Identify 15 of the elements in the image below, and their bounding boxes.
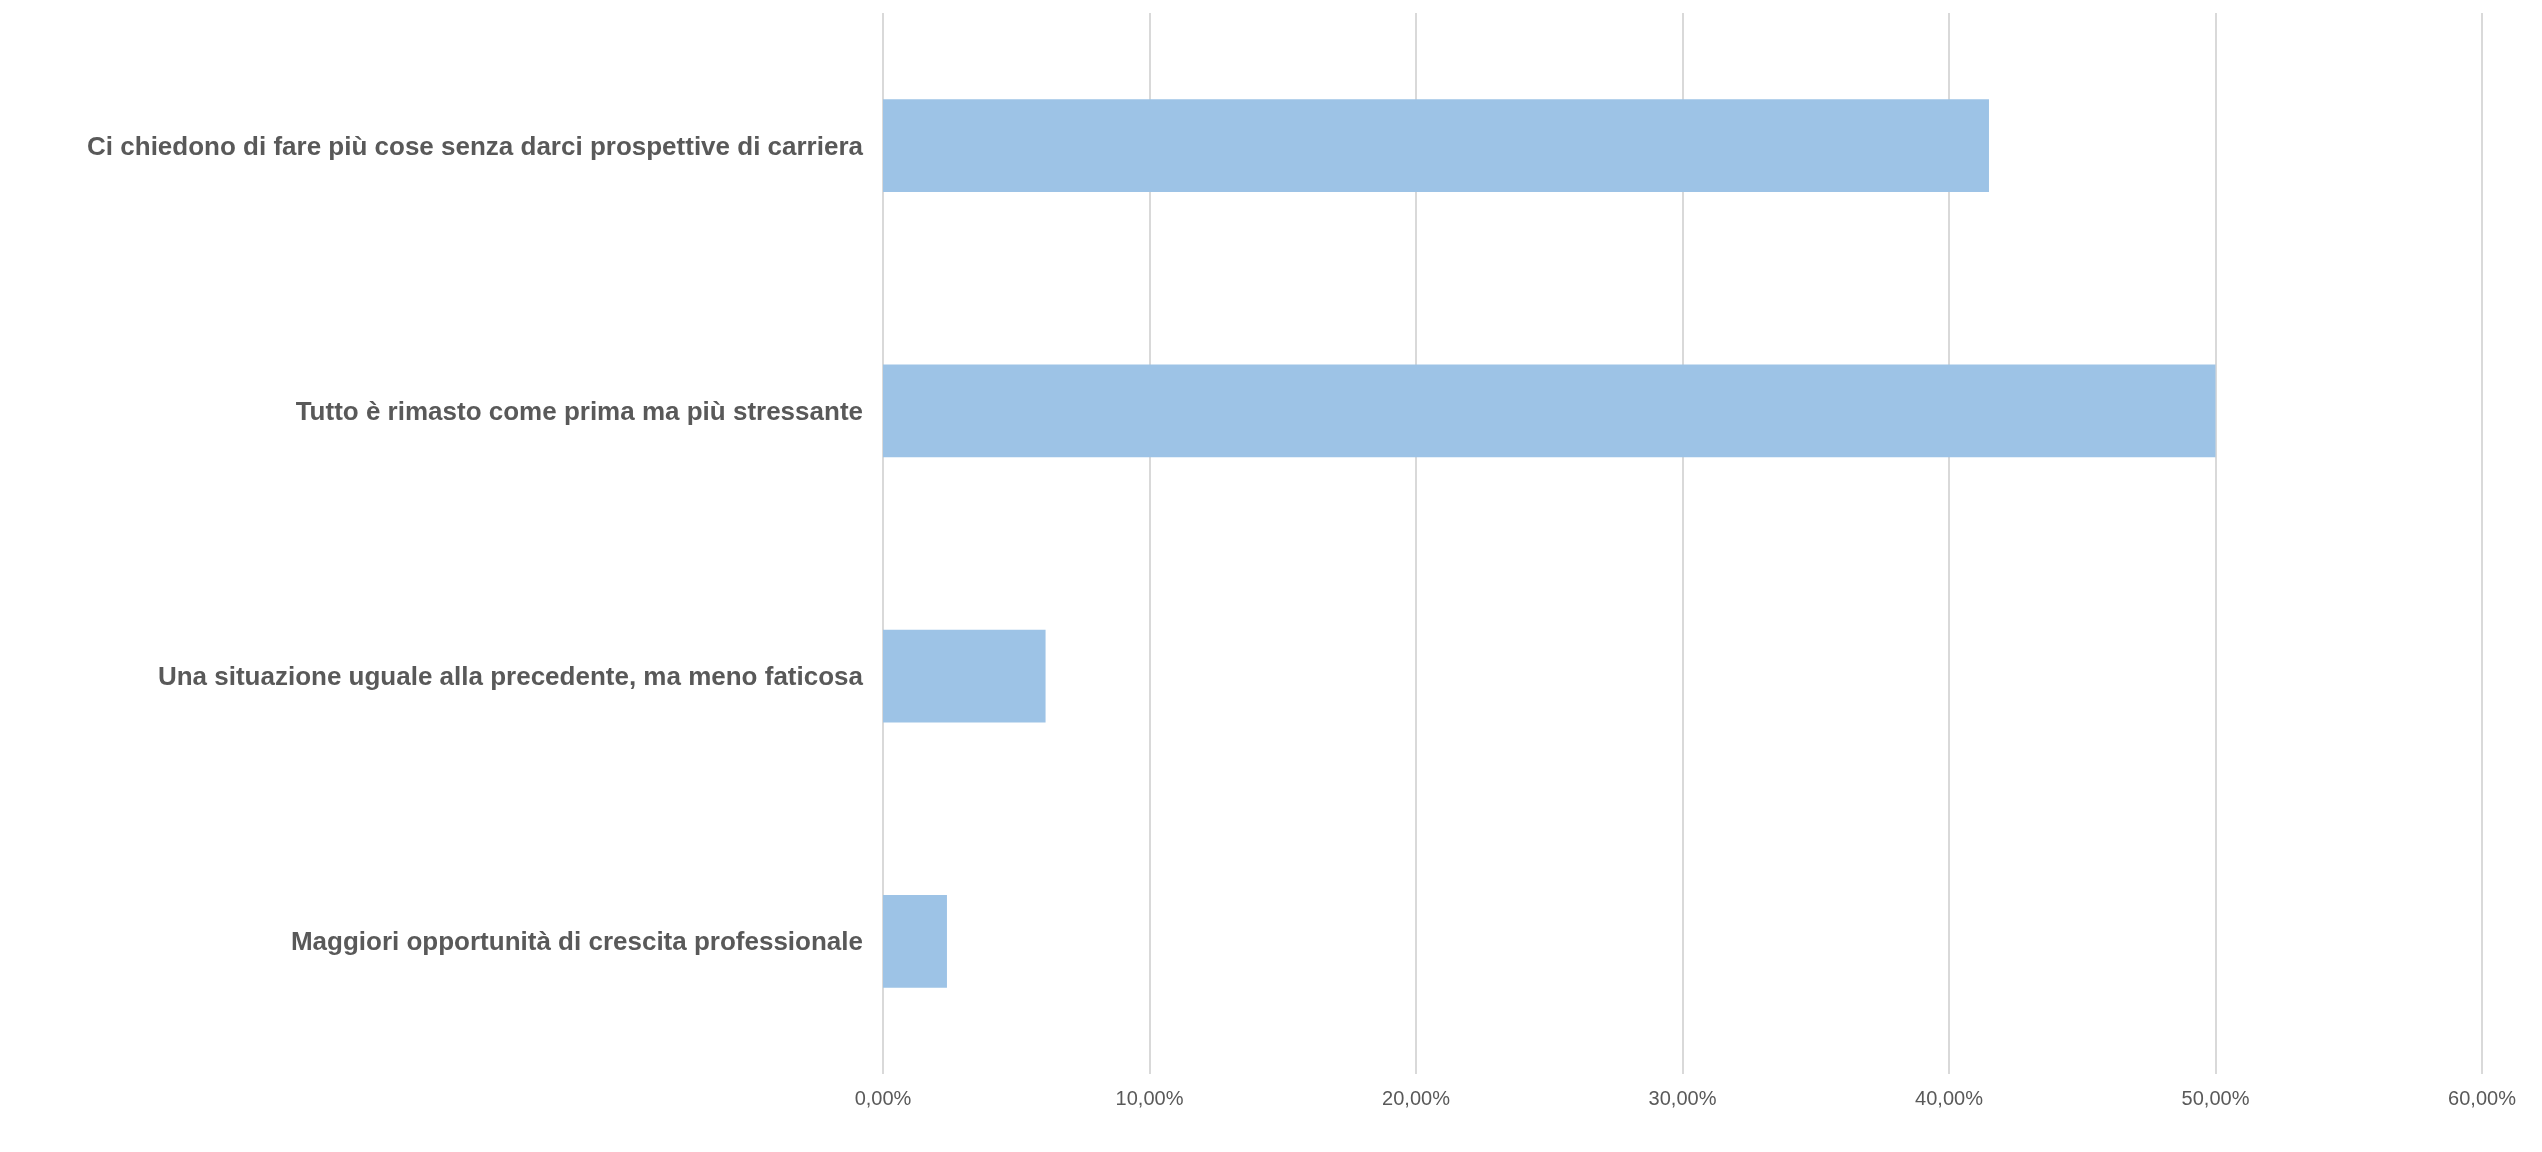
x-tick-label: 10,00% (1115, 1087, 1184, 1109)
bar (883, 894, 947, 988)
bar (883, 629, 1046, 723)
y-tick-label: Ci chiedono di fare più cose senza darci prospettive di carriera (87, 130, 864, 161)
x-tick-label: 40,00% (1915, 1087, 1984, 1109)
y-tick-label: Una situazione uguale alla precedente, ma meno faticosa (157, 661, 864, 692)
x-tick-label: 50,00% (2181, 1087, 2250, 1109)
y-tick-label: Tutto è rimasto come prima ma più stressante (295, 395, 863, 426)
bar (883, 99, 1989, 193)
x-tick-label: 20,00% (1382, 1087, 1451, 1109)
x-tick-label: 0,00% (854, 1087, 912, 1109)
x-tick-label: 60,00% (2448, 1087, 2517, 1109)
bar (883, 364, 2216, 458)
y-tick-label: Maggiori opportunità di crescita professionale (290, 926, 863, 957)
x-tick-label: 30,00% (1648, 1087, 1717, 1109)
